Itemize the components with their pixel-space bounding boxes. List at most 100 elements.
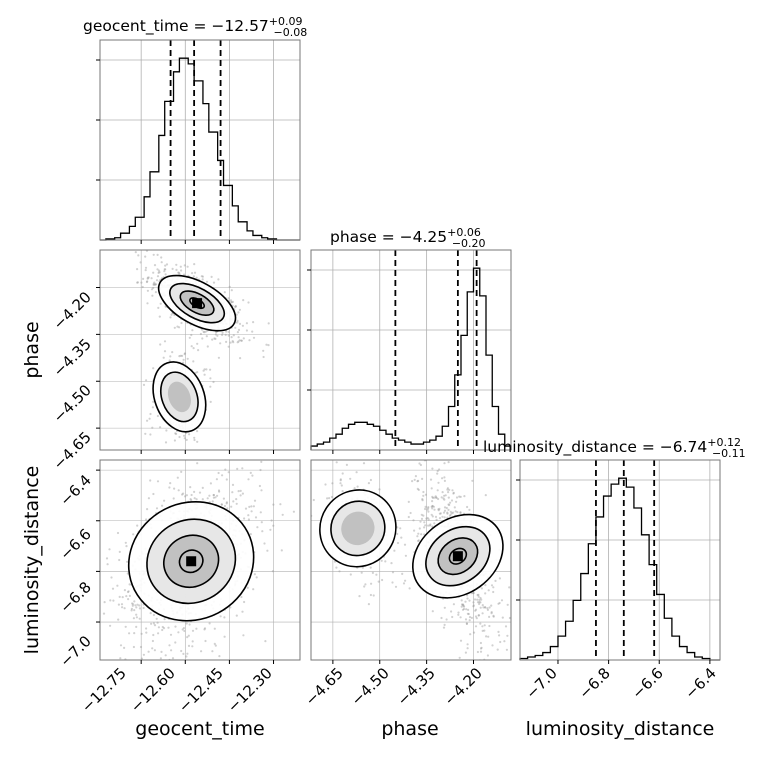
scatter-point	[236, 319, 239, 322]
scatter-point	[349, 477, 352, 480]
scatter-point	[481, 604, 484, 607]
scatter-point	[479, 601, 482, 604]
scatter-point	[266, 549, 269, 552]
scatter-point	[149, 455, 151, 457]
scatter-point	[193, 497, 196, 500]
scatter-point	[218, 490, 221, 493]
scatter-point	[433, 456, 435, 458]
scatter-point	[243, 600, 246, 604]
scatter-point	[239, 494, 242, 497]
scatter-point	[455, 496, 459, 499]
xlabel-phase: phase	[381, 718, 438, 740]
scatter-point	[182, 358, 185, 361]
scatter-point	[396, 526, 399, 529]
scatter-point	[173, 439, 176, 442]
scatter-point	[452, 511, 455, 514]
scatter-point	[214, 496, 217, 499]
scatter-point	[136, 281, 139, 284]
scatter-point	[481, 612, 484, 615]
scatter-point	[170, 313, 173, 316]
scatter-point	[208, 494, 211, 497]
scatter-point	[182, 652, 185, 656]
scatter-point	[162, 356, 165, 359]
scatter-point	[211, 451, 213, 453]
xtick-label: −7.0	[522, 664, 560, 702]
scatter-point	[178, 326, 181, 329]
scatter-point	[169, 355, 172, 358]
scatter-point	[138, 607, 141, 610]
scatter-point	[227, 334, 230, 337]
xlabel-geocent-time: geocent_time	[135, 718, 264, 740]
scatter-point	[178, 355, 181, 358]
quantile-lines	[169, 40, 656, 660]
scatter-point	[247, 478, 250, 481]
scatter-point	[452, 491, 455, 494]
scatter-point	[338, 570, 341, 573]
scatter-point	[430, 513, 433, 516]
scatter-point	[105, 557, 109, 560]
scatter-point	[417, 539, 420, 543]
scatter-point	[431, 515, 434, 518]
xtick-label: −12.75	[78, 664, 130, 716]
scatter-point	[472, 604, 475, 607]
scatter-point	[443, 498, 446, 501]
scatter-point	[161, 504, 164, 507]
scatter-point	[201, 278, 204, 281]
scatter-point	[467, 612, 470, 616]
title-phase: phase = −4.25+0.06 −0.20	[330, 226, 486, 250]
scatter-point	[472, 591, 475, 595]
scatter-point	[167, 626, 170, 629]
scatter-point	[466, 505, 469, 509]
scatter-point	[127, 663, 129, 665]
scatter-point	[512, 659, 514, 661]
scatter-point	[250, 505, 253, 508]
scatter-point	[433, 428, 435, 430]
scatter-point	[205, 335, 208, 338]
scatter-point	[128, 632, 131, 635]
scatter-point	[121, 606, 124, 609]
scatter-point	[367, 482, 370, 485]
scatter-point	[185, 438, 188, 441]
scatter-point	[242, 634, 245, 637]
scatter-point	[153, 649, 156, 652]
scatter-point	[195, 627, 198, 630]
scatter-point	[407, 515, 410, 519]
scatter-point	[118, 550, 121, 554]
scatter-point	[136, 524, 139, 527]
scatter-point	[239, 489, 242, 492]
scatter-point	[449, 510, 452, 513]
scatter-point	[142, 277, 145, 280]
scatter-point	[435, 518, 438, 522]
scatter-point	[144, 255, 147, 258]
scatter-point	[177, 489, 180, 492]
scatter-point	[249, 533, 252, 536]
scatter-point	[212, 380, 215, 384]
scatter-point	[231, 491, 234, 494]
scatter-point	[230, 505, 233, 508]
scatter-point	[155, 279, 159, 282]
scatter-point	[142, 606, 145, 610]
xtick-label: −12.45	[175, 664, 227, 716]
scatter-point	[235, 502, 238, 505]
scatter-point	[189, 498, 192, 501]
scatter-point	[443, 606, 446, 609]
scatter-point	[484, 606, 487, 609]
scatter-point	[420, 517, 424, 521]
scatter-point	[237, 328, 241, 331]
scatter-point	[193, 271, 197, 274]
scatter-point	[175, 263, 178, 266]
scatter-point	[433, 522, 436, 525]
scatter-point	[117, 603, 120, 606]
scatter-point	[434, 515, 438, 519]
scatter-point	[149, 479, 152, 482]
density-cells	[128, 275, 503, 621]
scatter-point	[151, 647, 154, 650]
scatter-point	[123, 607, 126, 610]
scatter-point	[464, 600, 467, 603]
scatter-point	[474, 609, 477, 612]
scatter-point	[116, 531, 120, 535]
scatter-point	[480, 587, 483, 590]
scatter-point	[160, 256, 163, 259]
scatter-point	[214, 337, 217, 340]
scatter-point	[241, 324, 244, 327]
